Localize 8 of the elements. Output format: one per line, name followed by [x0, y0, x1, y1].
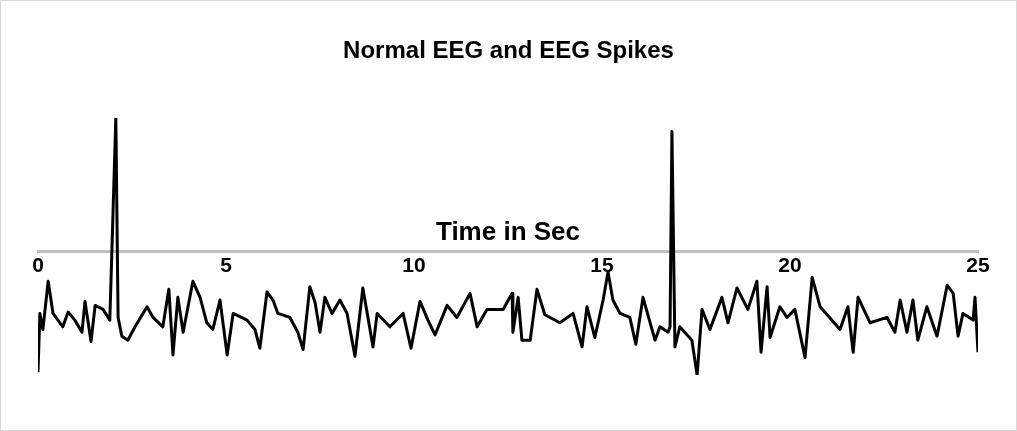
x-tick-label: 10	[402, 253, 426, 277]
x-tick-label: 15	[590, 253, 614, 277]
x-tick-label: 20	[778, 253, 802, 277]
x-tick-label: 0	[32, 253, 44, 277]
x-axis-title: Time in Sec	[435, 216, 581, 247]
x-tick-label: 5	[220, 253, 233, 277]
x-tick-label: 25	[966, 253, 990, 277]
chart-title: Normal EEG and EEG Spikes	[343, 35, 674, 63]
